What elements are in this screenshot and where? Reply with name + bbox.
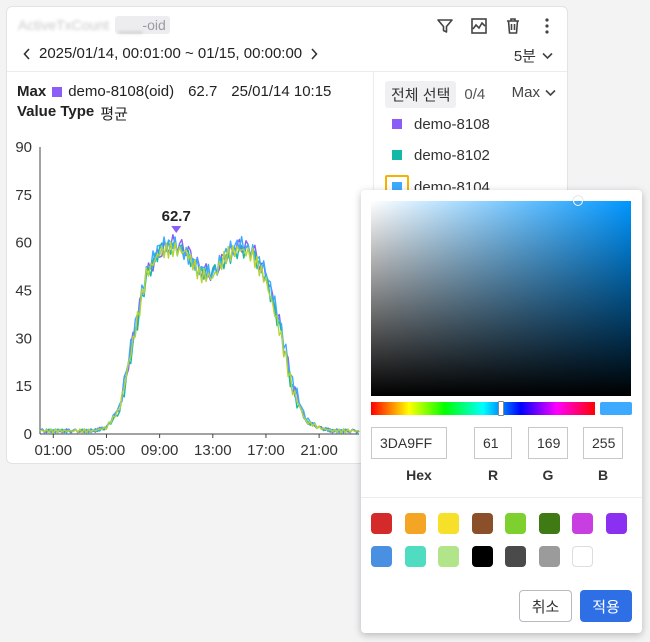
max-value: 62.7 <box>188 83 217 100</box>
widget-title-chip-blur: ___ <box>119 17 142 33</box>
preset-swatch[interactable] <box>606 513 627 534</box>
y-tick-label: 75 <box>15 187 32 204</box>
interval-value: 5분 <box>514 45 536 66</box>
cancel-button[interactable]: 취소 <box>519 590 572 622</box>
color-preview <box>600 402 632 415</box>
legend-item-demo-8108[interactable]: demo-8108 <box>388 115 490 133</box>
date-range-text: 2025/01/14, 00:01:00 ~ 01/15, 00:00:00 <box>39 45 302 62</box>
preset-swatch[interactable] <box>405 546 426 567</box>
y-tick-label: 45 <box>15 283 32 300</box>
y-tick-label: 0 <box>24 426 32 443</box>
color-picker-popup: 3DA9FF 61 169 255 Hex R G B 취소 적용 <box>361 190 642 633</box>
max-label: Max <box>17 83 46 100</box>
legend-item-label: demo-8102 <box>414 147 490 164</box>
series-line <box>40 242 359 433</box>
chart-icon[interactable] <box>469 16 489 36</box>
widget-title-chip-text: oid <box>147 17 166 33</box>
legend-mode-select[interactable]: Max <box>512 84 556 101</box>
apply-button[interactable]: 적용 <box>580 590 632 622</box>
max-stat: Max demo-8108(oid) 62.7 25/01/14 10:15 <box>17 83 331 100</box>
trash-icon[interactable] <box>503 16 523 36</box>
preset-swatch[interactable] <box>539 513 560 534</box>
preset-swatch[interactable] <box>371 513 392 534</box>
x-tick-label: 01:00 <box>35 442 73 459</box>
value-type: Value Type 평균 <box>17 103 128 124</box>
value-type-label: Value Type <box>17 103 94 124</box>
preset-swatch[interactable] <box>371 546 392 567</box>
x-tick-label: 17:00 <box>247 442 285 459</box>
g-field[interactable]: 169 <box>528 427 568 459</box>
legend-item-label: demo-8108 <box>414 116 490 133</box>
x-tick-label: 09:00 <box>141 442 179 459</box>
y-tick-label: 30 <box>15 330 32 347</box>
legend-count: 0/4 <box>464 86 485 103</box>
date-range-nav: 2025/01/14, 00:01:00 ~ 01/15, 00:00:00 <box>21 45 320 62</box>
peak-label: 62.7 <box>162 208 191 225</box>
b-label: B <box>583 467 623 483</box>
interval-select[interactable]: 5분 <box>514 45 553 66</box>
b-field[interactable]: 255 <box>583 427 623 459</box>
widget-title-chip: ___-oid <box>115 16 170 34</box>
chevron-right-icon[interactable] <box>308 46 320 62</box>
chevron-left-icon[interactable] <box>21 46 33 62</box>
chevron-down-icon <box>545 89 556 97</box>
preset-swatch[interactable] <box>472 513 493 534</box>
saturation-value-area[interactable] <box>371 201 631 396</box>
y-tick-label: 15 <box>15 378 32 395</box>
line-chart[interactable]: 0 15 30 45 60 75 90 01:00 05:00 09:00 13:00 17:00 21… <box>7 127 373 463</box>
preset-swatch[interactable] <box>572 546 593 567</box>
legend-header: 전체 선택 0/4 <box>385 81 485 108</box>
max-series: demo-8108(oid) <box>68 83 174 100</box>
x-tick-label: 05:00 <box>88 442 126 459</box>
chevron-down-icon <box>542 52 553 60</box>
more-vertical-icon[interactable] <box>537 16 557 36</box>
widget-title-text: ActiveTxCount <box>18 17 109 33</box>
hue-slider[interactable] <box>371 402 595 415</box>
preset-swatch[interactable] <box>472 546 493 567</box>
legend-color-swatch[interactable] <box>388 115 406 133</box>
max-series-swatch <box>52 87 62 97</box>
preset-swatch[interactable] <box>505 546 526 567</box>
preset-swatch[interactable] <box>505 513 526 534</box>
r-label: R <box>474 467 512 483</box>
preset-swatch[interactable] <box>572 513 593 534</box>
g-label: G <box>528 467 568 483</box>
preset-swatch[interactable] <box>438 546 459 567</box>
value-type-value: 평균 <box>100 103 128 124</box>
peak-marker <box>171 226 181 233</box>
preset-swatch[interactable] <box>405 513 426 534</box>
chart-svg: 0 15 30 45 60 75 90 01:00 05:00 09:00 13:00 17:00 21… <box>7 127 373 463</box>
r-field[interactable]: 61 <box>474 427 512 459</box>
saturation-handle[interactable] <box>573 196 583 206</box>
preset-swatch[interactable] <box>438 513 459 534</box>
preset-swatch[interactable] <box>539 546 560 567</box>
x-tick-label: 21:00 <box>300 442 338 459</box>
y-tick-label: 60 <box>15 235 32 252</box>
legend-item-demo-8102[interactable]: demo-8102 <box>388 146 490 164</box>
legend-color-swatch[interactable] <box>388 146 406 164</box>
y-tick-label: 90 <box>15 139 32 156</box>
widget-title: ActiveTxCount ___-oid <box>18 16 170 34</box>
hex-label: Hex <box>371 467 467 483</box>
filter-icon[interactable] <box>435 16 455 36</box>
divider <box>361 497 642 498</box>
series-line <box>40 235 359 433</box>
legend-mode-value: Max <box>512 84 540 101</box>
max-time: 25/01/14 10:15 <box>231 83 331 100</box>
hex-field[interactable]: 3DA9FF <box>371 427 447 459</box>
x-tick-label: 13:00 <box>194 442 232 459</box>
widget-toolbar <box>435 16 557 36</box>
hue-handle[interactable] <box>498 401 504 416</box>
select-all-button[interactable]: 전체 선택 <box>385 81 456 108</box>
